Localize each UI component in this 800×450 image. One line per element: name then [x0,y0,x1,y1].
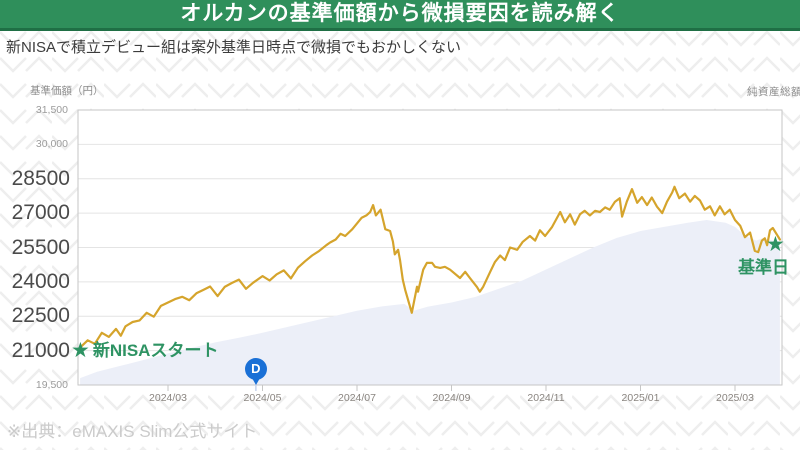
annotation-base-date-label: 基準日 [738,257,790,277]
marker-d-label: D [251,361,261,376]
header-bar: オルカンの基準価額から微損要因を読み解く [0,0,800,31]
annotation-nisa-start-label: 新NISAスタート [92,340,219,360]
star-icon: ★ [766,232,785,256]
y2-axis-title: 純資産総額 [747,86,800,98]
subtitle: 新NISAで積立デビュー組は案外基準日時点で微損でもおかしくない [6,39,462,56]
page-title: オルカンの基準価額から微損要因を読み解く [180,2,620,25]
annotation-nisa-start: ★ 新NISAスタート [71,339,218,363]
star-icon: ★ [71,338,90,362]
y-axis-title: 基準価額（円） [30,85,104,97]
source-note: ※出典：eMAXIS Slim公式サイト [7,422,258,441]
marker-d-pin[interactable]: D [244,358,267,385]
